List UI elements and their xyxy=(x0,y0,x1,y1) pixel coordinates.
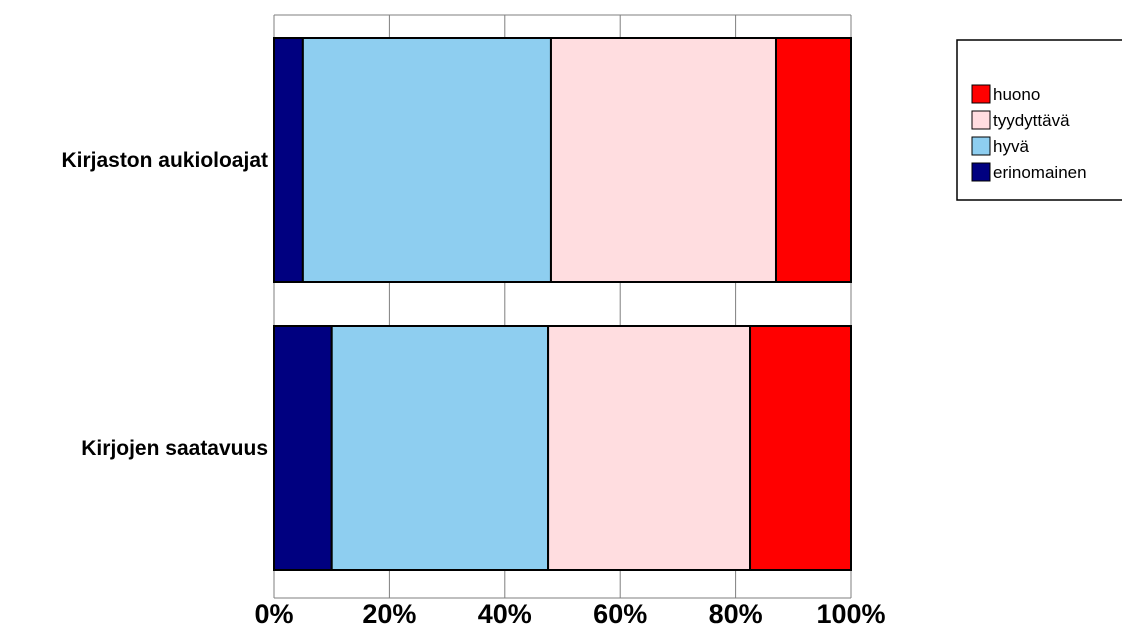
legend-swatch xyxy=(971,162,991,182)
legend-swatch xyxy=(971,84,991,104)
legend-label: huono xyxy=(993,85,1040,104)
tick-label: 40% xyxy=(478,599,532,627)
bar-segment-huono xyxy=(774,37,852,283)
bar-segment-tyydyttävä xyxy=(549,37,777,283)
bar-segment-erinomainen xyxy=(273,37,304,283)
category-labels: Kirjaston aukioloajat Kirjojen saatavuus xyxy=(61,149,268,460)
legend-label: erinomainen xyxy=(993,163,1087,182)
legend-label: tyydyttävä xyxy=(993,111,1070,130)
x-axis-ticks: 0% 20% 40% 60% 80% 100% xyxy=(254,599,885,627)
tick-label: 0% xyxy=(254,599,293,627)
bar-segment-hyvä xyxy=(330,325,550,571)
tick-label: 100% xyxy=(816,599,885,627)
tick-label: 80% xyxy=(709,599,763,627)
bar-segment-tyydyttävä xyxy=(547,325,752,571)
bar-segment-hyvä xyxy=(301,37,552,283)
legend-swatch xyxy=(971,110,991,130)
legend-swatch xyxy=(971,136,991,156)
category-label: Kirjojen saatavuus xyxy=(81,437,268,460)
category-label: Kirjaston aukioloajat xyxy=(61,149,268,172)
legend-label: hyvä xyxy=(993,137,1029,156)
tick-label: 60% xyxy=(593,599,647,627)
legend: huono tyydyttävä hyvä erinomainen xyxy=(956,39,1122,201)
bar-segment-erinomainen xyxy=(273,325,333,571)
tick-label: 20% xyxy=(362,599,416,627)
bars xyxy=(273,37,853,571)
bar-segment-huono xyxy=(749,325,853,571)
